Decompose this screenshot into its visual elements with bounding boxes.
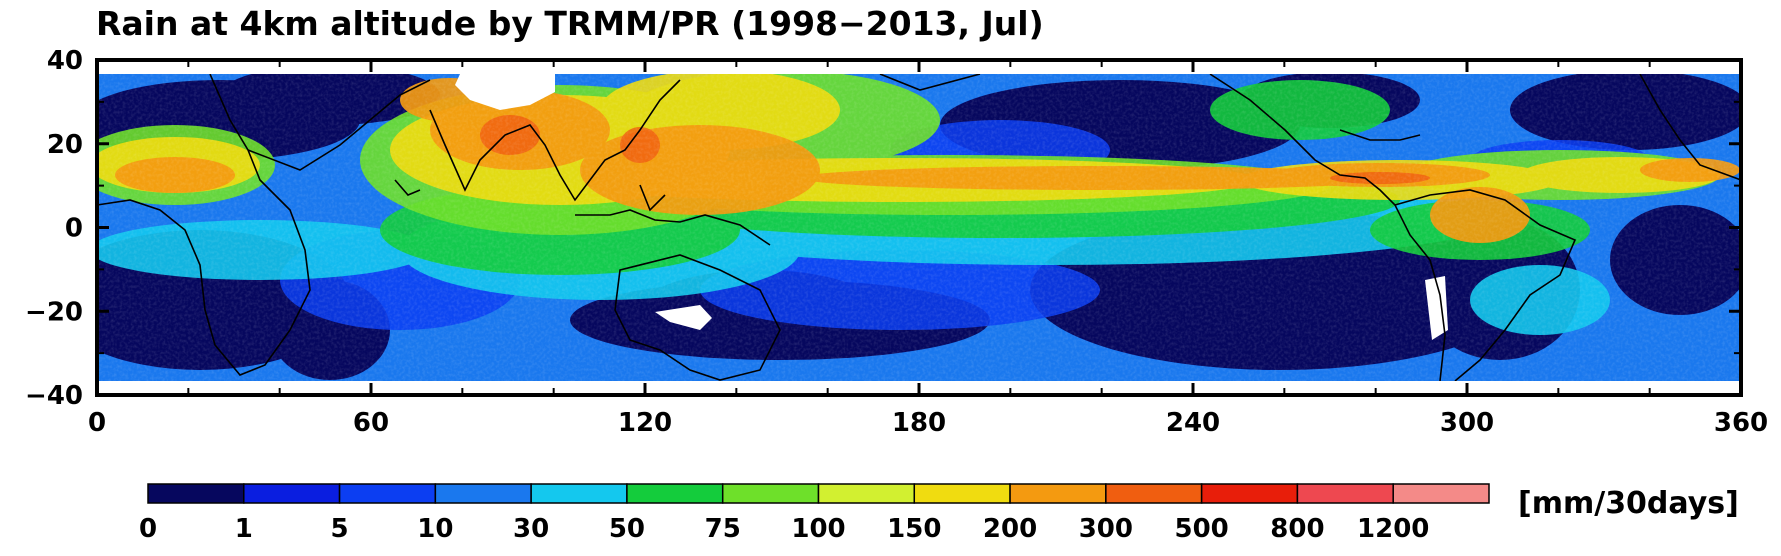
map-title: Rain at 4km altitude by TRMM/PR (1998−20… [96,4,1044,43]
colorbar-swatch [243,483,341,504]
colorbar-swatch [1200,483,1299,504]
colorbar-label: 50 [609,514,645,544]
y-tick-label: −20 [25,297,83,327]
colorbar-swatch [1009,483,1107,504]
colorbar-label: 75 [705,514,741,544]
colorbar-label: 300 [1079,514,1133,544]
colorbar-label: 500 [1175,514,1229,544]
colorbar-swatch [913,483,1011,504]
y-tick-label: −40 [25,381,83,411]
colorbar-swatch [1392,483,1490,504]
colorbar-swatch [817,483,916,504]
colorbar [147,483,1490,504]
colorbar-label: 1200 [1357,514,1429,544]
colorbar-swatch [530,483,628,504]
colorbar-swatch [1296,483,1394,504]
colorbar-label: 0 [139,514,157,544]
axis-tick-labels: 0 60 120 180 240 300 360 40 20 0 −20 −40 [25,46,1768,438]
colorbar-swatch [147,483,245,504]
x-tick-label: 120 [618,408,672,438]
colorbar-label: 1 [235,514,253,544]
colorbar-swatch [626,483,724,504]
colorbar-swatch [1105,483,1203,504]
coastlines [97,74,1741,381]
colorbar-swatch [434,483,532,504]
x-tick-label: 60 [353,408,389,438]
colorbar-label: 800 [1270,514,1324,544]
axis-ticks [95,58,1743,397]
colorbar-label: 5 [331,514,349,544]
y-tick-label: 40 [47,46,83,76]
colorbar-label: 200 [983,514,1037,544]
y-tick-label: 20 [47,130,83,160]
colorbar-label: 100 [791,514,845,544]
rain-field [97,74,1741,381]
colorbar-swatch [338,483,437,504]
colorbar-swatch [721,483,820,504]
colorbar-label: 30 [513,514,549,544]
x-tick-label: 300 [1440,408,1494,438]
x-tick-label: 360 [1714,408,1768,438]
y-tick-label: 0 [65,214,83,244]
colorbar-labels: 0 1 5 10 30 50 75 100 150 200 300 500 800 1200 [139,514,1429,544]
x-tick-label: 0 [88,408,106,438]
colorbar-label: 10 [417,514,453,544]
colorbar-units: [mm/30days] [1518,486,1739,521]
colorbar-label: 150 [887,514,941,544]
x-tick-label: 180 [892,408,946,438]
x-tick-label: 240 [1166,408,1220,438]
